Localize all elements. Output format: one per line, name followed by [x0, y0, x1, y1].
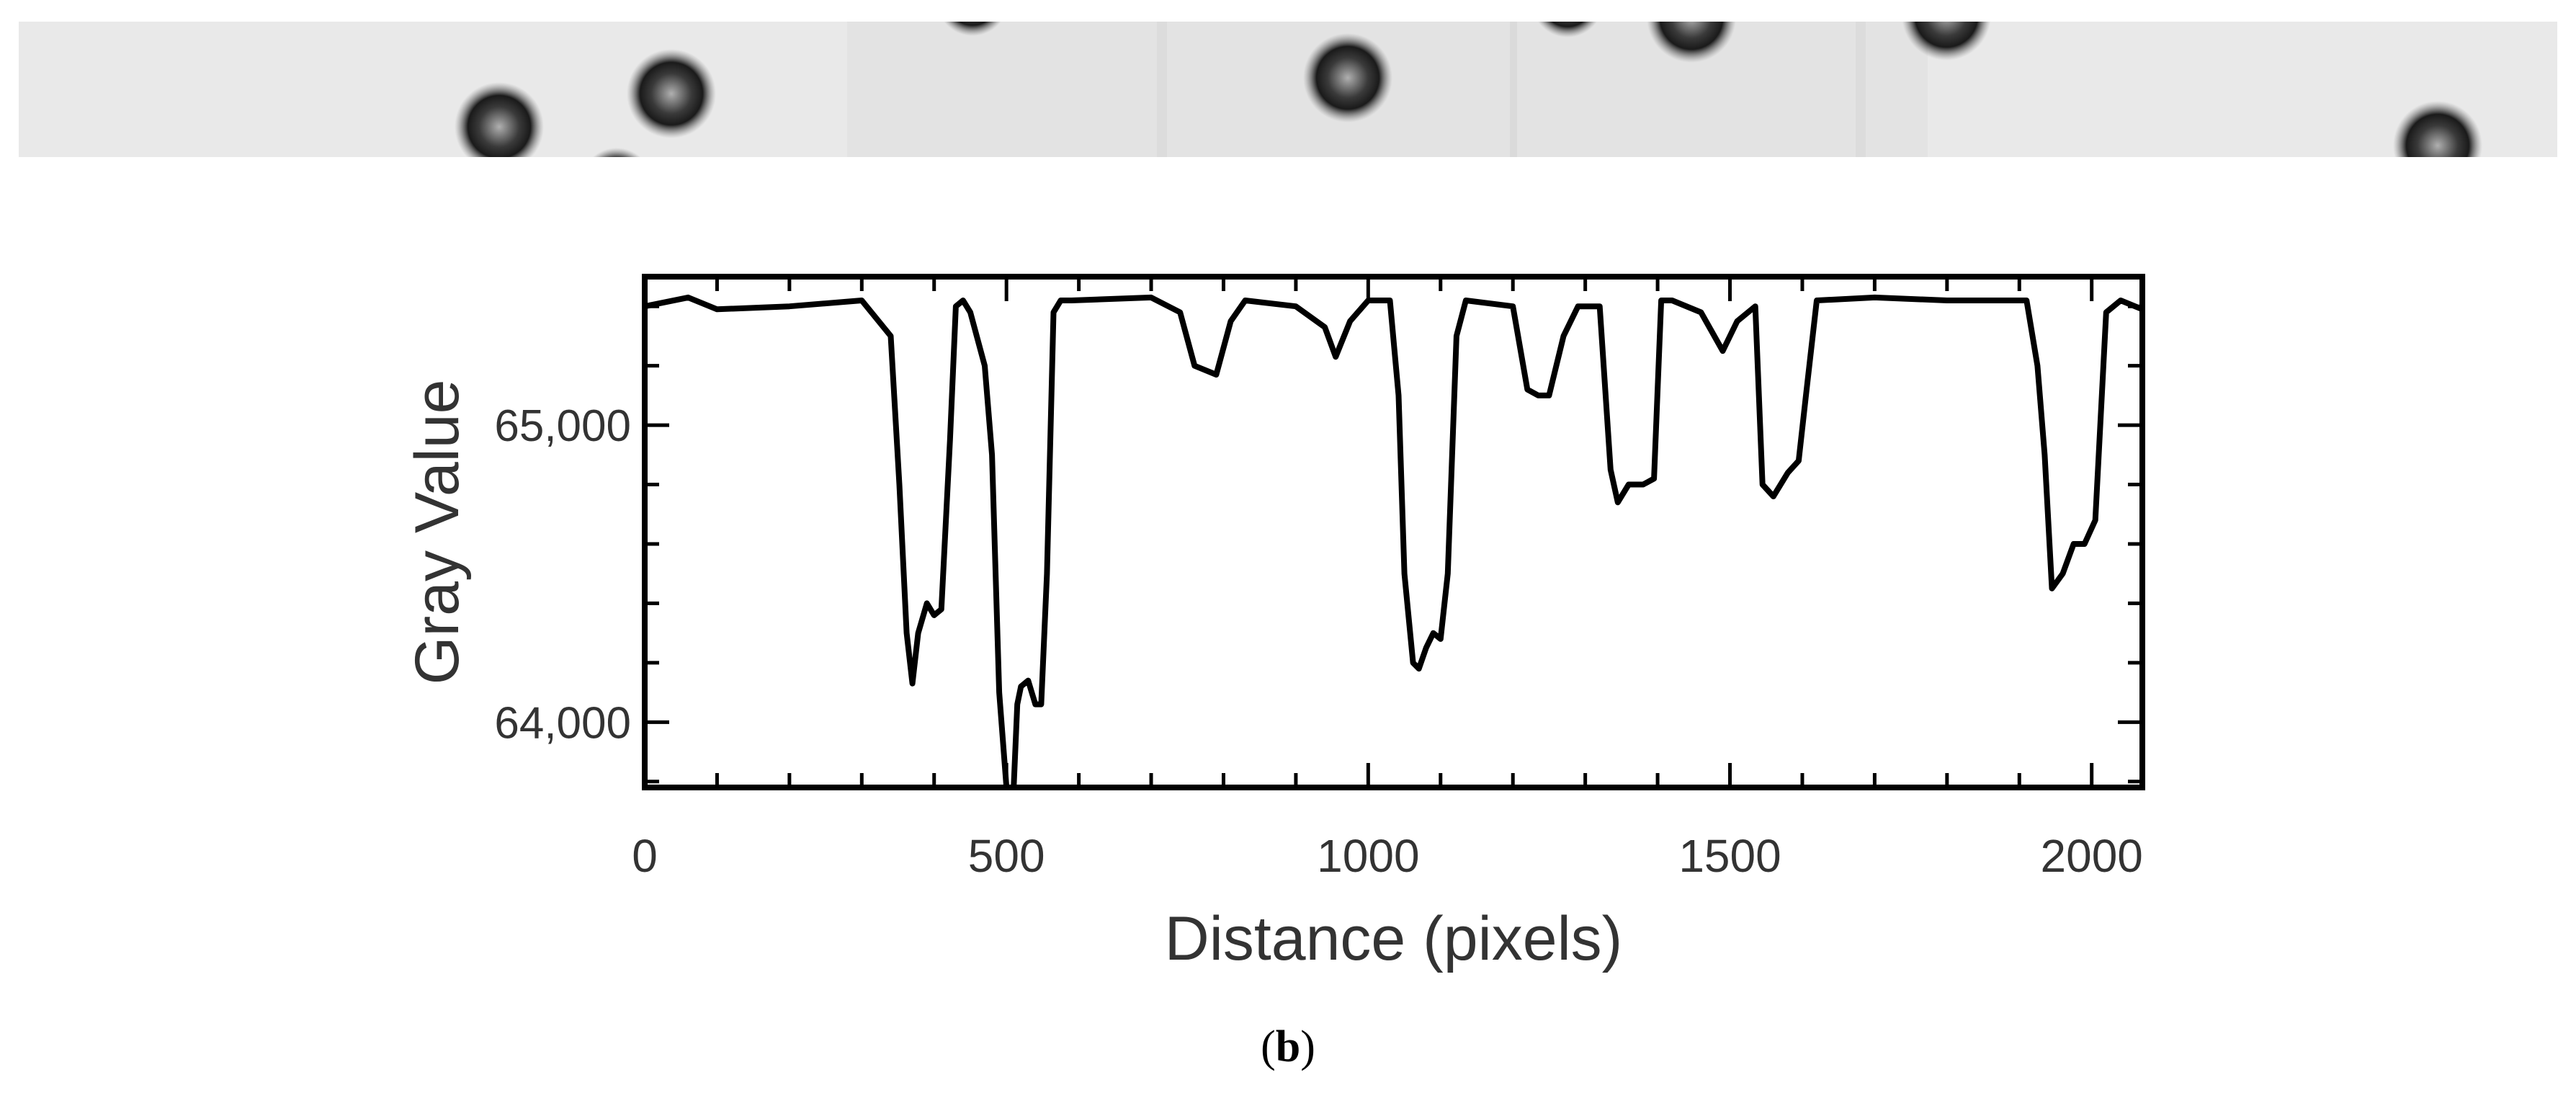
x-tick-label: 500: [968, 830, 1045, 882]
particle-3: [1303, 33, 1392, 122]
particle-2: [627, 49, 716, 138]
plot-frame: [642, 274, 2145, 790]
particle-6: [1647, 22, 1736, 63]
particle-9: [592, 148, 641, 157]
particle-7: [1902, 22, 1991, 61]
caption-close-paren: ): [1300, 1022, 1315, 1071]
figure-caption: (b): [0, 1022, 2576, 1073]
x-tick-label: 1500: [1678, 830, 1781, 882]
strip-streak-3: [1856, 22, 1866, 157]
x-tick-label: 2000: [2041, 830, 2143, 882]
axes: [642, 274, 2145, 790]
y-tick-label: 64,000: [494, 698, 631, 748]
strip-streak-1: [1157, 22, 1167, 157]
particle-1: [455, 82, 544, 157]
strip-streak-2: [1510, 22, 1517, 157]
caption-open-paren: (: [1261, 1022, 1276, 1071]
x-tick-label: 1000: [1317, 830, 1419, 882]
particle-5: [1537, 22, 1598, 37]
y-axis-label: Gray Value: [403, 380, 472, 685]
particle-8: [2393, 101, 2482, 157]
gray-value-line: [644, 294, 2144, 790]
x-tick-label: 0: [632, 830, 658, 882]
y-tick-label: 65,000: [494, 401, 631, 451]
series-group: [644, 294, 2144, 790]
caption-letter: b: [1275, 1022, 1301, 1071]
ticks: 0 500 1000 1500 2000 64,000 65,000: [494, 277, 2143, 882]
particle-image-strip: [19, 22, 2557, 157]
x-axis-label: Distance (pixels): [1165, 904, 1623, 973]
particle-4: [944, 22, 1001, 36]
